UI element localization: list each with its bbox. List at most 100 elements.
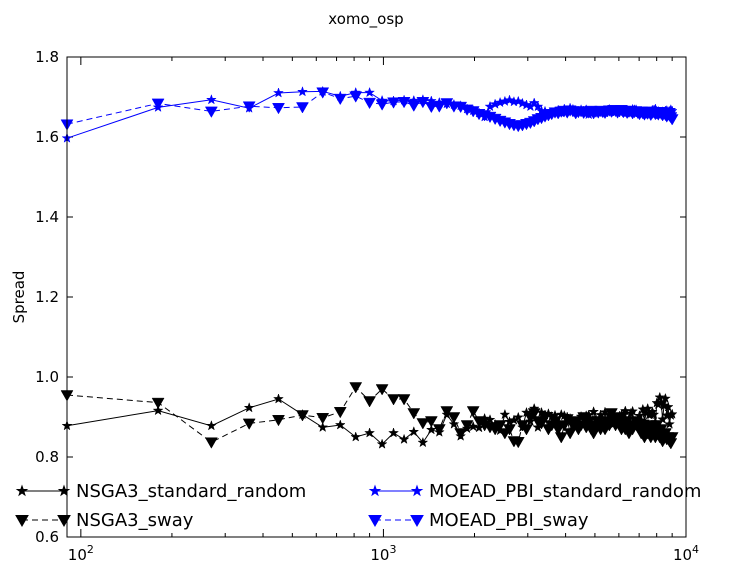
data-point xyxy=(363,97,377,110)
y-tick-label: 0.6 xyxy=(35,528,59,546)
legend-marker xyxy=(57,484,71,497)
y-axis-label: Spread xyxy=(10,271,28,324)
data-point xyxy=(363,396,377,408)
data-point xyxy=(316,413,330,425)
y-tick-label: 1.2 xyxy=(35,288,59,306)
data-point xyxy=(627,405,639,417)
data-point xyxy=(407,408,421,420)
y-tick-label: 1.6 xyxy=(35,128,59,146)
y-tick-label: 1.8 xyxy=(35,48,59,66)
data-point xyxy=(425,424,437,435)
data-point xyxy=(333,407,347,419)
data-point xyxy=(659,392,671,404)
data-point xyxy=(272,87,284,98)
data-point xyxy=(296,102,309,114)
data-point xyxy=(432,424,446,436)
data-point xyxy=(587,428,601,440)
data-point xyxy=(588,406,600,417)
data-point xyxy=(665,114,679,126)
legend-label: MOEAD_PBI_standard_random xyxy=(429,481,701,502)
data-point xyxy=(493,420,507,432)
data-point xyxy=(204,437,218,449)
data-point xyxy=(333,93,347,106)
data-point xyxy=(520,424,533,436)
data-point xyxy=(205,420,217,431)
legend-marker xyxy=(410,515,424,528)
data-point xyxy=(447,412,461,424)
data-point xyxy=(454,428,468,440)
data-point xyxy=(272,415,285,427)
data-point xyxy=(296,86,308,97)
data-point xyxy=(619,405,631,416)
data-point xyxy=(532,100,544,112)
data-point xyxy=(242,418,256,430)
legend-marker xyxy=(368,515,382,528)
data-point xyxy=(512,411,524,423)
data-point xyxy=(407,100,421,112)
data-point xyxy=(334,419,346,430)
data-point xyxy=(349,91,363,103)
data-point xyxy=(665,432,679,444)
y-tick-label: 1.0 xyxy=(35,368,59,386)
data-point xyxy=(272,103,285,115)
data-point xyxy=(503,424,516,436)
data-point xyxy=(296,410,309,422)
legend-marker xyxy=(368,484,382,497)
data-point xyxy=(662,401,674,412)
data-point xyxy=(548,416,562,428)
data-point xyxy=(152,404,164,416)
data-point xyxy=(440,406,454,418)
x-tick-label: 102 xyxy=(68,543,94,564)
chart-title: xomo_osp xyxy=(328,10,403,29)
data-point xyxy=(663,418,676,429)
data-point xyxy=(364,86,376,98)
legend-marker xyxy=(15,515,29,528)
data-point xyxy=(204,106,218,118)
y-tick-label: 1.4 xyxy=(35,208,59,226)
data-point xyxy=(316,87,330,99)
data-point xyxy=(387,97,400,109)
data-point xyxy=(551,424,565,436)
data-point xyxy=(388,427,400,438)
y-tick-label: 0.8 xyxy=(35,448,59,466)
data-point xyxy=(397,97,411,109)
data-point xyxy=(654,391,666,403)
data-point xyxy=(205,94,217,105)
plot-frame xyxy=(66,56,687,538)
data-point xyxy=(424,101,438,114)
data-point xyxy=(375,384,389,396)
data-point xyxy=(466,406,480,418)
data-point xyxy=(408,426,420,437)
data-point xyxy=(417,436,429,448)
legend-marker xyxy=(15,484,29,497)
data-point xyxy=(350,431,362,442)
data-point xyxy=(364,427,376,438)
data-point xyxy=(666,408,678,419)
data-point xyxy=(387,394,400,406)
data-point xyxy=(424,416,438,428)
data-point xyxy=(397,394,411,406)
data-point xyxy=(511,437,525,449)
data-point xyxy=(398,433,410,445)
legend-marker xyxy=(57,515,71,528)
legend: NSGA3_standard_random NSGA3_sway MOEAD_PBI… xyxy=(15,481,701,531)
legend-label: MOEAD_PBI_sway xyxy=(429,510,589,531)
data-point xyxy=(432,101,446,113)
data-point xyxy=(317,421,329,433)
data-point xyxy=(416,418,430,430)
data-point xyxy=(349,382,363,394)
data-point xyxy=(648,408,660,420)
data-point xyxy=(272,393,284,404)
data-point xyxy=(538,412,552,424)
legend-marker xyxy=(410,484,424,497)
data-point xyxy=(527,408,541,420)
data-point xyxy=(376,438,388,449)
data-point xyxy=(151,98,165,110)
data-point xyxy=(243,402,255,413)
data-point xyxy=(554,432,568,444)
data-point xyxy=(242,101,256,113)
x-tick-label: 104 xyxy=(673,543,699,564)
x-tick-label: 103 xyxy=(370,543,396,564)
legend-label: NSGA3_sway xyxy=(76,510,194,531)
